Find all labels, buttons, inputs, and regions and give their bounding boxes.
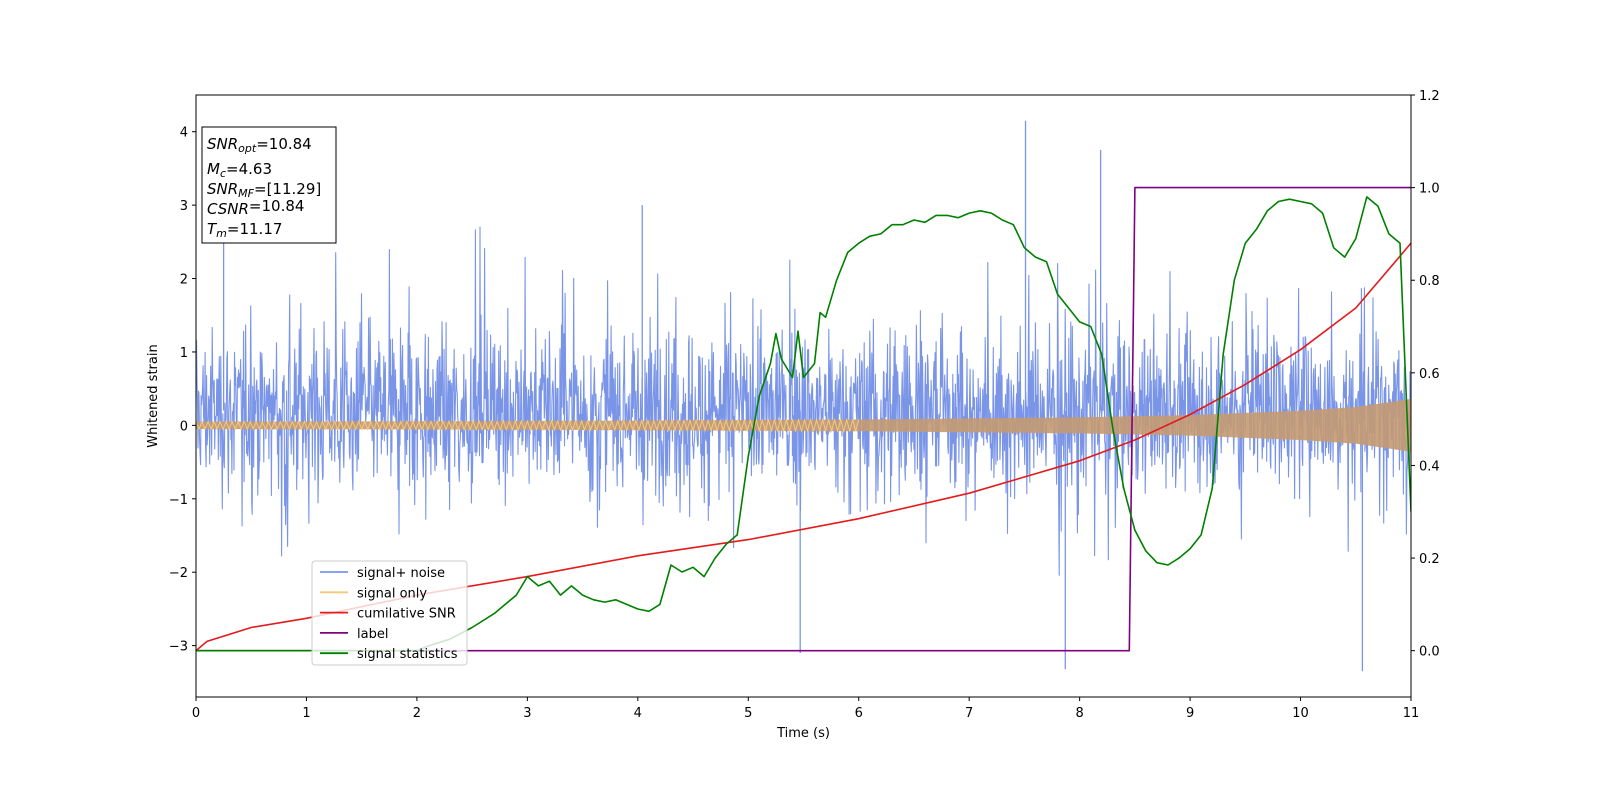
- label-series: [196, 186, 1411, 652]
- x-tick-label: 1: [302, 706, 310, 721]
- y-right-tick-label: 0.4: [1419, 459, 1440, 474]
- signal-only-line: [196, 417, 860, 434]
- annotation-value: =4.63: [226, 160, 272, 178]
- legend-label: signal only: [357, 586, 427, 601]
- annotation-line: Mc=4.63: [207, 160, 272, 180]
- y-left-tick-label: 2: [180, 273, 188, 288]
- annotation-symbol: SNR: [207, 135, 238, 153]
- axes-frame: [195, 94, 1412, 698]
- annotation-value: =10.84: [249, 197, 305, 215]
- y-left-tick-label: −3: [169, 640, 188, 655]
- y-right-tick-label: 0.2: [1419, 552, 1440, 567]
- signal-noise-series: [196, 120, 1411, 672]
- y-left-tick-label: 4: [180, 126, 188, 141]
- annotation-subscript: m: [216, 227, 227, 240]
- y-left-tick-label: −2: [169, 566, 188, 581]
- x-tick-label: 6: [855, 706, 863, 721]
- snr-annotation-box: SNRopt=10.84Mc=4.63SNRMF=[11.29]CSNR=10.…: [201, 126, 337, 244]
- annotation-symbol: SNR: [207, 180, 238, 198]
- x-tick-label: 4: [634, 706, 642, 721]
- y-left-tick-label: 1: [180, 346, 188, 361]
- annotation-line: Tm=11.17: [207, 220, 282, 240]
- legend: signal+ noise signal only cumilative SNR la…: [311, 560, 468, 666]
- x-tick-label: 0: [192, 706, 200, 721]
- x-tick-label: 2: [413, 706, 421, 721]
- y-left-tick-label: −1: [169, 493, 188, 508]
- x-tick-label: 8: [1075, 706, 1083, 721]
- y-left-axis-ticks: −3 −2 −1 0 1 2 3 4: [169, 126, 196, 655]
- legend-label: signal+ noise: [357, 566, 445, 581]
- annotation-symbol: M: [207, 160, 220, 178]
- annotation-value: =[11.29]: [254, 180, 321, 198]
- annotation-symbol: CSNR: [207, 200, 249, 218]
- cumulative-snr-series: [196, 242, 1411, 652]
- annotation-subscript: opt: [238, 142, 257, 155]
- x-tick-label: 3: [523, 706, 531, 721]
- annotation-symbol: T: [207, 220, 218, 238]
- x-axis-ticks: 0 1 2 3 4 5 6 7 8 9 10 11: [192, 697, 1419, 721]
- signal-noise-line: [196, 226, 1411, 576]
- y-right-tick-label: 1.0: [1419, 182, 1440, 197]
- legend-label: signal statistics: [357, 647, 458, 662]
- y-right-tick-label: 0.8: [1419, 274, 1440, 289]
- legend-label: cumilative SNR: [357, 607, 456, 622]
- label-line: [196, 186, 1411, 652]
- signal-only-series: [196, 398, 1411, 452]
- plot-area: [196, 120, 1411, 672]
- annotation-subscript: MF: [238, 187, 254, 200]
- x-tick-label: 10: [1292, 706, 1309, 721]
- y-axis-label: Whitened strain: [146, 344, 161, 447]
- y-left-tick-label: 3: [180, 199, 188, 214]
- y-left-tick-label: 0: [180, 419, 188, 434]
- annotation-subscript: c: [220, 167, 226, 180]
- legend-label: label: [357, 627, 388, 642]
- annotation-line: SNRopt=10.84: [207, 135, 312, 155]
- cumulative-snr-line: [196, 242, 1411, 652]
- x-tick-label: 7: [965, 706, 973, 721]
- x-tick-label: 5: [744, 706, 752, 721]
- x-axis-label: Time (s): [776, 726, 830, 741]
- signal-statistics-line: [196, 196, 1411, 652]
- y-right-tick-label: 1.2: [1419, 89, 1440, 104]
- x-tick-label: 11: [1403, 706, 1420, 721]
- y-right-tick-label: 0.0: [1419, 645, 1440, 660]
- signal-statistics-series: [196, 196, 1411, 652]
- annotation-value: =10.84: [256, 135, 312, 153]
- annotation-line: SNRMF=[11.29]: [207, 180, 321, 200]
- x-tick-label: 9: [1186, 706, 1194, 721]
- annotation-line: CSNR=10.84: [207, 197, 304, 218]
- y-right-tick-label: 0.6: [1419, 367, 1440, 382]
- y-right-axis-ticks: 0.0 0.2 0.4 0.6 0.8 1.0 1.2: [1411, 89, 1440, 660]
- annotation-value: =11.17: [227, 220, 283, 238]
